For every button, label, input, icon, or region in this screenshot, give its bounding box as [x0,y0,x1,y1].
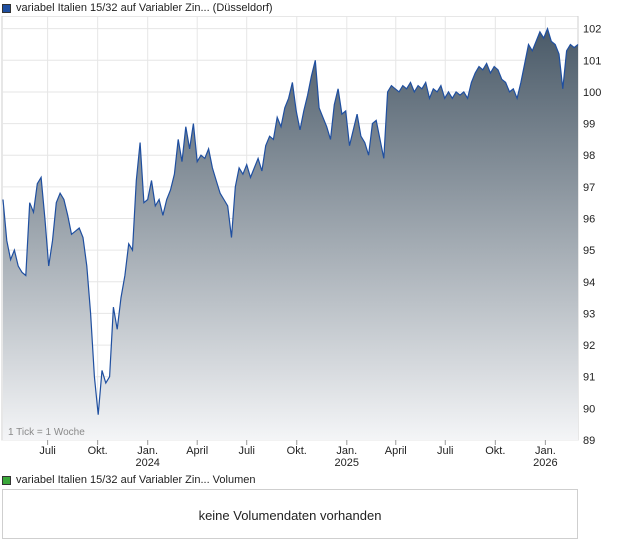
y-axis: 89 90 91 92 93 94 95 96 97 98 99 100 101 102 [583,24,601,447]
y-tick-label: 99 [583,119,595,131]
price-chart: 89 90 91 92 93 94 95 96 97 98 99 100 101 102 Juli Okt.… [1,16,601,469]
tick-annotation: 1 Tick = 1 Woche [8,427,85,438]
x-tick-year: 2026 [533,457,557,469]
x-tick-label: Juli [238,445,255,457]
y-tick-label: 102 [583,24,601,36]
x-tick-year: 2025 [335,457,359,469]
x-tick-label: Okt. [485,445,505,457]
price-line [2,26,579,415]
x-tick-label: Juli [39,445,56,457]
y-tick-label: 90 [583,403,595,415]
y-tick-label: 96 [583,214,595,226]
price-legend-label: variabel Italien 15/32 auf Variabler Zin… [16,2,273,14]
x-tick-label: Jan. [535,445,556,457]
price-area [3,28,578,440]
volume-legend-swatch [2,475,11,485]
y-tick-label: 94 [583,277,595,289]
y-tick-label: 97 [583,182,595,194]
volume-legend-label: variabel Italien 15/32 auf Variabler Zin… [16,474,256,486]
x-tick-label: April [385,445,407,457]
y-tick-label: 91 [583,372,595,384]
y-tick-label: 92 [583,340,595,352]
y-tick-label: 95 [583,245,595,257]
x-tick-label: Okt. [88,445,108,457]
y-tick-label: 89 [583,435,595,447]
no-volume-message: keine Volumendaten vorhanden [198,508,382,523]
y-tick-label: 101 [583,55,601,67]
volume-legend: variabel Italien 15/32 auf Variabler Zin… [2,473,256,487]
x-tick-label: Jan. [137,445,158,457]
x-tick-label: Juli [437,445,454,457]
y-tick-label: 100 [583,87,601,99]
price-legend: variabel Italien 15/32 auf Variabler Zin… [2,1,273,15]
x-tick-label: Okt. [287,445,307,457]
y-tick-label: 93 [583,308,595,320]
volume-panel: keine Volumendaten vorhanden [2,489,578,539]
x-tick-label: Jan. [336,445,357,457]
y-tick-label: 98 [583,150,595,162]
price-legend-swatch [2,3,11,13]
x-tick-label: April [186,445,208,457]
x-tick-year: 2024 [135,457,159,469]
